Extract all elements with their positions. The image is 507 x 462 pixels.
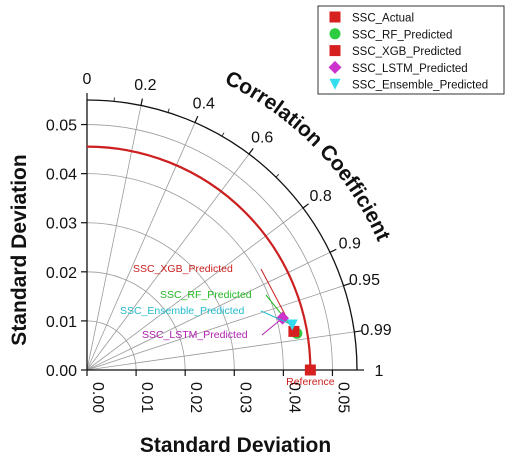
corr-tick-label: 0: [83, 71, 92, 88]
legend-label: SSC_XGB_Predicted: [352, 46, 461, 58]
corr-minor-tick: [275, 174, 280, 178]
y-tick-label: 0.01: [46, 314, 77, 331]
corr-minor-tick: [221, 132, 225, 137]
legend-marker: [329, 28, 341, 40]
corr-minor-tick: [167, 108, 170, 113]
std-grid-arc: [86, 222, 235, 371]
corr-grid-ray: [86, 285, 344, 371]
reference-arc: [86, 145, 312, 371]
corr-grid-ray: [86, 207, 304, 371]
y-tick-label: 0.04: [46, 167, 77, 184]
annotation-leader: [260, 310, 293, 326]
std-grid-arc: [86, 173, 284, 371]
corr-minor-tick: [248, 150, 252, 155]
legend-marker: [329, 45, 341, 57]
legend: SSC_Actual SSC_RF_Predicted SSC_XGB_Predic…: [317, 5, 505, 95]
legend-label: SSC_RF_Predicted: [352, 29, 452, 41]
legend-marker: [328, 60, 342, 74]
corr-minor-tick: [140, 101, 143, 106]
std-grid-arc: [86, 271, 186, 371]
reference-label: Reference: [286, 376, 335, 388]
annotation-label: SSC_Ensemble_Predicted: [120, 305, 244, 317]
corr-grid-ray: [86, 105, 142, 371]
corr-tick-label: 0.95: [349, 272, 380, 289]
y-tick-label: 0.05: [46, 118, 77, 135]
x-tick-label: 0.03: [236, 382, 253, 413]
legend-label: SSC_Actual: [352, 13, 414, 25]
corr-tick-label: 0.8: [309, 188, 331, 205]
annotation-label: SSC_XGB_Predicted: [133, 263, 233, 275]
corr-tick-label: 0.2: [134, 77, 156, 94]
legend-label: SSC_LSTM_Predicted: [352, 63, 468, 75]
legend-marker: [329, 11, 341, 23]
marks-layer: [86, 145, 316, 376]
x-tick-label: 0.05: [334, 382, 351, 413]
corr-minor-tick: [329, 250, 334, 253]
corr-tick-label: 0.99: [361, 322, 392, 339]
x-tick-label: 0.02: [187, 382, 204, 413]
x-tick-label: 0.04: [285, 382, 302, 413]
corr-grid-ray: [86, 122, 196, 371]
corr-grid-ray: [86, 331, 355, 371]
x-axis-title: Standard Deviation: [140, 434, 331, 457]
legend-box: [317, 5, 505, 95]
x-tick-label: 0.00: [89, 382, 106, 413]
annotation-label: SSC_RF_Predicted: [160, 289, 252, 301]
corr-tick-mark: [354, 330, 362, 333]
legend-label: SSC_Ensemble_Predicted: [352, 80, 488, 92]
corr-minor-tick: [194, 118, 197, 123]
grid-layer: [86, 105, 355, 371]
outer-arc: [86, 99, 358, 371]
x-tick-label: 0.01: [138, 382, 155, 413]
legend-marker: [329, 78, 341, 90]
y-tick-label: 0.00: [46, 363, 77, 380]
annotation-label: SSC_LSTM_Predicted: [142, 329, 248, 341]
std-grid-arc: [86, 124, 333, 371]
corr-tick-label: 0.9: [339, 236, 361, 253]
corr-tick-mark: [343, 282, 351, 287]
corr-grid-ray: [86, 153, 250, 371]
data-point: [286, 319, 298, 331]
data-point: [304, 364, 316, 376]
data-point: [288, 325, 300, 337]
y-tick-label: 0.03: [46, 216, 77, 233]
corr-tick-label: 0.6: [251, 129, 273, 146]
y-axis-title: Standard Deviation: [8, 154, 31, 345]
corr-minor-tick: [302, 205, 307, 209]
corr-tick-label: 1: [375, 363, 384, 380]
data-point: [275, 311, 289, 325]
corr-grid-ray: [86, 251, 331, 371]
corr-tick-label: 0.4: [193, 95, 215, 112]
std-grid-arc: [86, 320, 137, 371]
y-tick-label: 0.02: [46, 265, 77, 282]
